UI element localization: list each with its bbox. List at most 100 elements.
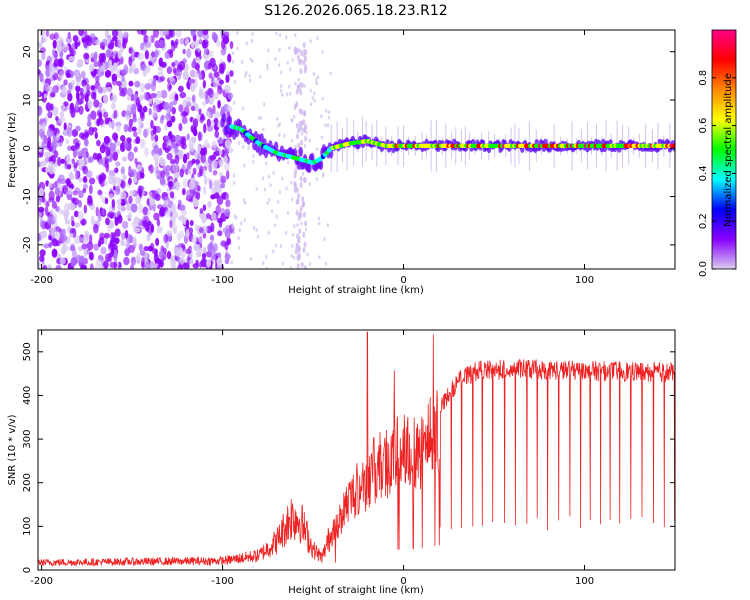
noise-blob bbox=[181, 137, 186, 144]
noise-blob bbox=[164, 199, 169, 206]
noise-blob bbox=[99, 65, 105, 73]
noise-blob bbox=[48, 61, 54, 69]
spectrogram-x-tick-label: -200 bbox=[30, 275, 53, 286]
snr-y-tick-label: 300 bbox=[22, 430, 33, 449]
noise-blob bbox=[150, 119, 154, 130]
noise-blob bbox=[182, 153, 188, 164]
noise-blob bbox=[241, 106, 245, 111]
noise-streak-blob bbox=[296, 233, 300, 240]
noise-blob bbox=[150, 223, 155, 233]
noise-blob bbox=[175, 30, 182, 38]
noise-blob bbox=[78, 105, 84, 115]
noise-blob bbox=[63, 79, 68, 86]
noise-blob bbox=[147, 245, 154, 252]
noise-blob bbox=[130, 256, 136, 266]
noise-blob bbox=[201, 100, 207, 107]
noise-blob bbox=[306, 252, 309, 257]
noise-blob bbox=[47, 214, 52, 225]
noise-blob bbox=[281, 92, 284, 97]
noise-blob bbox=[178, 204, 186, 211]
noise-blob bbox=[209, 154, 216, 161]
noise-blob bbox=[66, 163, 72, 170]
noise-blob bbox=[269, 182, 272, 187]
noise-blob bbox=[80, 152, 87, 158]
noise-blob bbox=[231, 225, 234, 230]
noise-blob bbox=[212, 242, 218, 253]
noise-streak-blob bbox=[298, 82, 302, 89]
noise-blob bbox=[198, 248, 203, 254]
noise-streak-blob bbox=[301, 196, 305, 203]
noise-blob bbox=[327, 110, 331, 115]
noise-blob bbox=[315, 147, 319, 152]
noise-blob bbox=[171, 62, 176, 68]
noise-blob bbox=[291, 243, 294, 248]
noise-blob bbox=[90, 110, 97, 120]
noise-blob bbox=[174, 144, 179, 154]
noise-blob bbox=[130, 93, 135, 102]
noise-blob bbox=[85, 151, 89, 158]
noise-streak-blob bbox=[299, 175, 303, 182]
noise-streak-blob bbox=[293, 49, 297, 56]
noise-blob bbox=[52, 39, 57, 49]
noise-blob bbox=[266, 63, 269, 68]
noise-blob bbox=[83, 52, 90, 60]
noise-blob bbox=[252, 225, 256, 230]
noise-blob bbox=[232, 100, 236, 105]
noise-streak-blob bbox=[304, 220, 308, 227]
noise-blob bbox=[169, 49, 174, 59]
noise-blob bbox=[209, 57, 216, 68]
noise-blob bbox=[120, 232, 127, 240]
noise-blob bbox=[38, 161, 41, 168]
noise-blob bbox=[233, 79, 237, 84]
noise-blob bbox=[179, 168, 184, 178]
noise-blob bbox=[128, 244, 135, 254]
noise-blob bbox=[39, 249, 46, 257]
noise-streak-blob bbox=[303, 110, 307, 117]
noise-blob bbox=[200, 258, 208, 268]
noise-blob bbox=[217, 230, 223, 237]
noise-blob bbox=[278, 33, 282, 38]
noise-blob bbox=[58, 70, 64, 81]
noise-blob bbox=[144, 222, 149, 231]
snr-y-tick-label: 500 bbox=[22, 342, 33, 361]
noise-streak-blob bbox=[298, 87, 302, 94]
noise-blob bbox=[162, 141, 167, 151]
noise-blob bbox=[86, 121, 92, 127]
noise-blob bbox=[116, 39, 122, 49]
noise-blob bbox=[81, 243, 88, 250]
noise-blob bbox=[189, 220, 194, 227]
ridge-halo-blob bbox=[224, 124, 230, 135]
noise-blob bbox=[147, 35, 152, 43]
noise-blob bbox=[127, 125, 133, 133]
noise-blob bbox=[266, 66, 269, 71]
noise-blob bbox=[108, 59, 113, 69]
noise-blob bbox=[82, 176, 88, 183]
noise-blob bbox=[175, 69, 183, 77]
noise-streak-blob bbox=[304, 64, 308, 71]
noise-blob bbox=[198, 72, 203, 81]
noise-blob bbox=[198, 235, 203, 245]
noise-blob bbox=[74, 101, 79, 112]
noise-blob bbox=[285, 186, 288, 191]
noise-blob bbox=[281, 261, 284, 266]
noise-blob bbox=[83, 30, 88, 38]
noise-blob bbox=[191, 234, 198, 244]
noise-blob bbox=[146, 210, 151, 217]
noise-blob bbox=[238, 245, 241, 250]
noise-blob bbox=[262, 261, 265, 266]
noise-blob bbox=[99, 232, 105, 240]
noise-blob bbox=[236, 46, 239, 51]
noise-blob bbox=[94, 131, 98, 140]
noise-blob bbox=[84, 94, 88, 102]
noise-blob bbox=[205, 96, 210, 105]
noise-blob bbox=[39, 72, 44, 83]
ridge-halo-blob bbox=[273, 141, 279, 152]
noise-blob bbox=[245, 70, 248, 75]
noise-blob bbox=[272, 249, 275, 254]
noise-blob bbox=[43, 36, 48, 43]
noise-blob bbox=[185, 219, 190, 229]
noise-blob bbox=[70, 257, 76, 268]
noise-streak-blob bbox=[296, 122, 300, 129]
spectrogram-y-axis-label: Frequency (Hz) bbox=[7, 112, 18, 188]
snr-y-tick-label: 100 bbox=[22, 517, 33, 536]
